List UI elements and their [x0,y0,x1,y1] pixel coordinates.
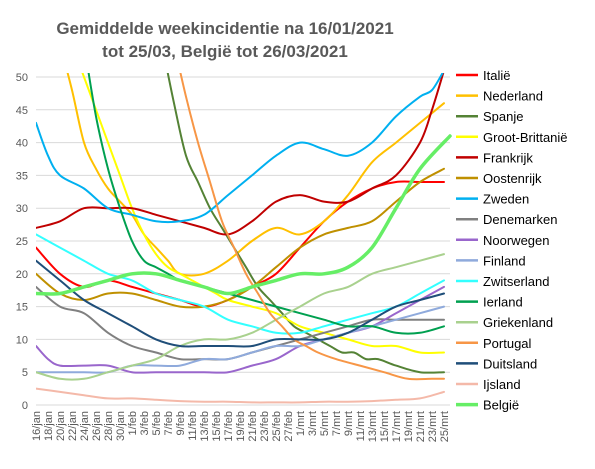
series-line-ierland [87,73,445,335]
x-tick-label: 18/jan [43,411,55,441]
x-tick-label: 9/feb [175,411,187,435]
legend-label-frankrijk: Frankrijk [483,150,533,165]
x-tick-label: 20/jan [55,411,67,441]
y-tick-label: 35 [16,170,28,182]
x-tick-label: 9/mrt [343,411,355,436]
y-tick-label: 15 [16,302,28,314]
legend-label-ierland: Ierland [483,295,523,310]
legend-label-italie: Italië [483,68,510,83]
y-tick-label: 25 [16,236,28,248]
y-tick-label: 0 [22,400,28,412]
x-tick-label: 11/feb [187,411,199,441]
legend-label-griekenland: Griekenland [483,315,553,330]
series-line-duitsland [36,259,445,348]
legend-label-oostenrijk: Oostenrijk [483,171,542,186]
legend-label-spanje: Spanje [483,109,523,124]
x-tick-label: 21/feb [247,411,259,442]
legend-label-nederland: Nederland [483,89,543,104]
y-axis: 0 5 10 15 20 25 30 35 40 45 50 [16,72,28,412]
x-tick-label: 5/mrt [319,411,331,436]
series-line-ijsland [36,387,445,404]
legend-label-ijsland: Ijsland [483,377,521,392]
x-tick-label: 19/mrt [403,411,415,442]
x-tick-label: 25/mrt [439,411,451,442]
x-tick-label: 3/feb [139,411,151,435]
y-tick-label: 20 [16,269,28,281]
x-tick-label: 25/feb [271,411,283,442]
legend-label-belgie: België [483,398,519,413]
legend-label-zweden: Zweden [483,192,529,207]
x-tick-label: 13/mrt [367,411,379,442]
x-tick-label: 17/mrt [391,411,403,442]
x-axis: 16/jan 18/jan 20/jan 22/jan 24/jan 26/jan 28/j… [31,411,451,442]
legend-label-denemarken: Denemarken [483,212,557,227]
x-tick-label: 15/feb [211,411,223,442]
legend-label-duitsland: Duitsland [483,356,537,371]
x-tick-label: 28/jan [103,411,115,441]
series-line-zweden [36,73,444,224]
y-tick-label: 10 [16,334,28,346]
legend-label-zwitserland: Zwitserland [483,274,549,289]
x-tick-label: 15/mrt [379,411,391,442]
legend-label-finland: Finland [483,253,526,268]
legend-label-noorwegen: Noorwegen [483,233,550,248]
x-tick-label: 21/mrt [415,411,427,442]
series-line-portugal [179,73,445,381]
chart-title: Gemiddelde weekincidentie na 16/01/2021 [56,19,393,38]
y-tick-label: 5 [22,367,28,379]
chart-subtitle: tot 25/03, België tot 26/03/2021 [102,42,348,61]
x-tick-label: 30/jan [115,411,127,441]
x-tick-label: 5/feb [151,411,163,435]
series-line-griekenland [36,253,445,381]
y-tick-label: 45 [16,105,28,117]
legend-label-portugal: Portugal [483,336,532,351]
series-line-nederland [66,73,445,277]
x-tick-label: 1/feb [127,411,139,435]
x-tick-label: 17/feb [223,411,235,442]
x-tick-label: 24/jan [79,411,91,441]
x-tick-label: 7/feb [163,411,175,435]
x-tick-label: 13/feb [199,411,211,442]
x-tick-label: 11/mrt [355,411,367,441]
y-tick-label: 40 [16,138,28,150]
x-tick-label: 26/jan [91,411,103,441]
x-tick-label: 16/jan [31,411,43,441]
x-tick-label: 1/mrt [295,411,307,436]
x-tick-label: 7/mrt [331,411,343,436]
series-line-zwitserland [36,233,445,335]
y-tick-label: 50 [16,72,28,84]
series-line-oostenrijk [36,167,445,309]
x-tick-label: 22/jan [67,411,79,441]
legend: Italië Nederland Spanje Groot-Brittanië Fran… [456,68,568,413]
y-tick-label: 30 [16,203,28,215]
series-line-belgie [36,134,452,296]
x-tick-label: 23/mrt [427,411,439,442]
x-tick-label: 19/feb [235,411,247,442]
plot-area [36,73,452,404]
x-tick-label: 3/mrt [307,411,319,436]
legend-label-groot-brittanie: Groot-Brittanië [483,130,568,145]
x-tick-label: 23/feb [259,411,271,442]
x-tick-label: 27/feb [283,411,295,442]
